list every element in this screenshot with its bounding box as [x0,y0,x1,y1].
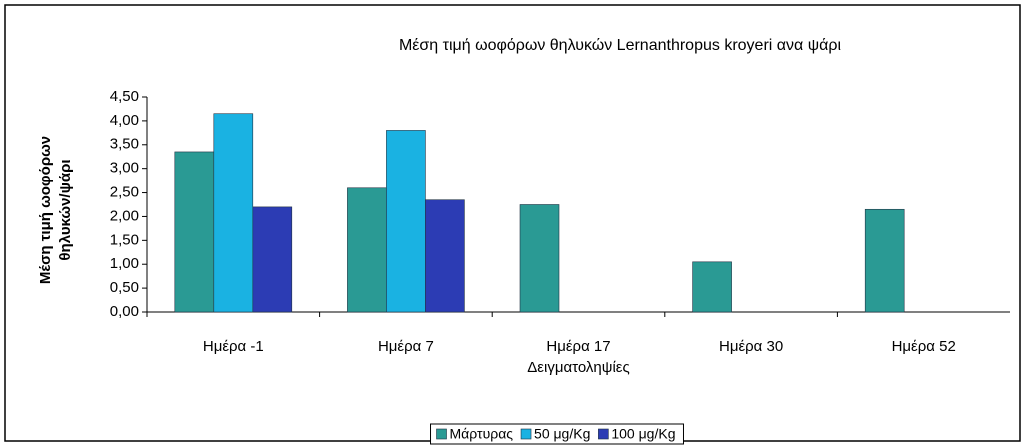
legend-swatch [436,428,447,440]
y-axis-label: Μέση τιμή ωοφόρων [37,136,54,284]
legend-swatch [520,428,532,440]
bar [252,206,293,313]
y-tick-label: 3,50 [110,136,139,153]
x-axis-label: Δειγματοληψίες [527,359,629,376]
y-tick-label: 4,00 [110,112,139,129]
y-axis-label: θηλυκών/ψάρι [57,159,74,260]
y-tick-label: 0,50 [110,279,139,296]
bar [864,208,905,313]
x-tick-label: Ημέρα -1 [203,338,264,355]
chart-border [4,4,1021,442]
x-tick-label: Ημέρα 17 [546,338,610,355]
y-tick-label: 2,50 [110,184,139,201]
y-tick-label: 1,00 [110,255,139,272]
legend-label: 50 μg/Kg [534,426,590,442]
y-tick-label: 3,00 [110,160,139,177]
legend-swatch [598,428,609,440]
x-tick-label: Ημέρα 52 [892,338,956,355]
x-tick-label: Ημέρα 7 [378,338,434,355]
bar [425,199,465,313]
y-tick-label: 2,00 [110,207,139,224]
bar [386,130,426,313]
bar [519,204,560,313]
x-tick-label: Ημέρα 30 [719,338,783,355]
legend-box [430,423,684,445]
bar [174,151,215,313]
y-tick-label: 4,50 [110,88,139,105]
bar [347,187,387,313]
bar [692,261,732,313]
legend-label: Μάρτυρας [450,426,514,442]
y-tick-label: 0,00 [110,303,139,320]
legend-label: 100 μg/Kg [611,426,675,442]
bar [213,113,254,313]
y-tick-label: 1,50 [110,231,139,248]
chart-title: Μέση τιμή ωοφόρων θηλυκών Lernanthropus … [399,37,842,54]
